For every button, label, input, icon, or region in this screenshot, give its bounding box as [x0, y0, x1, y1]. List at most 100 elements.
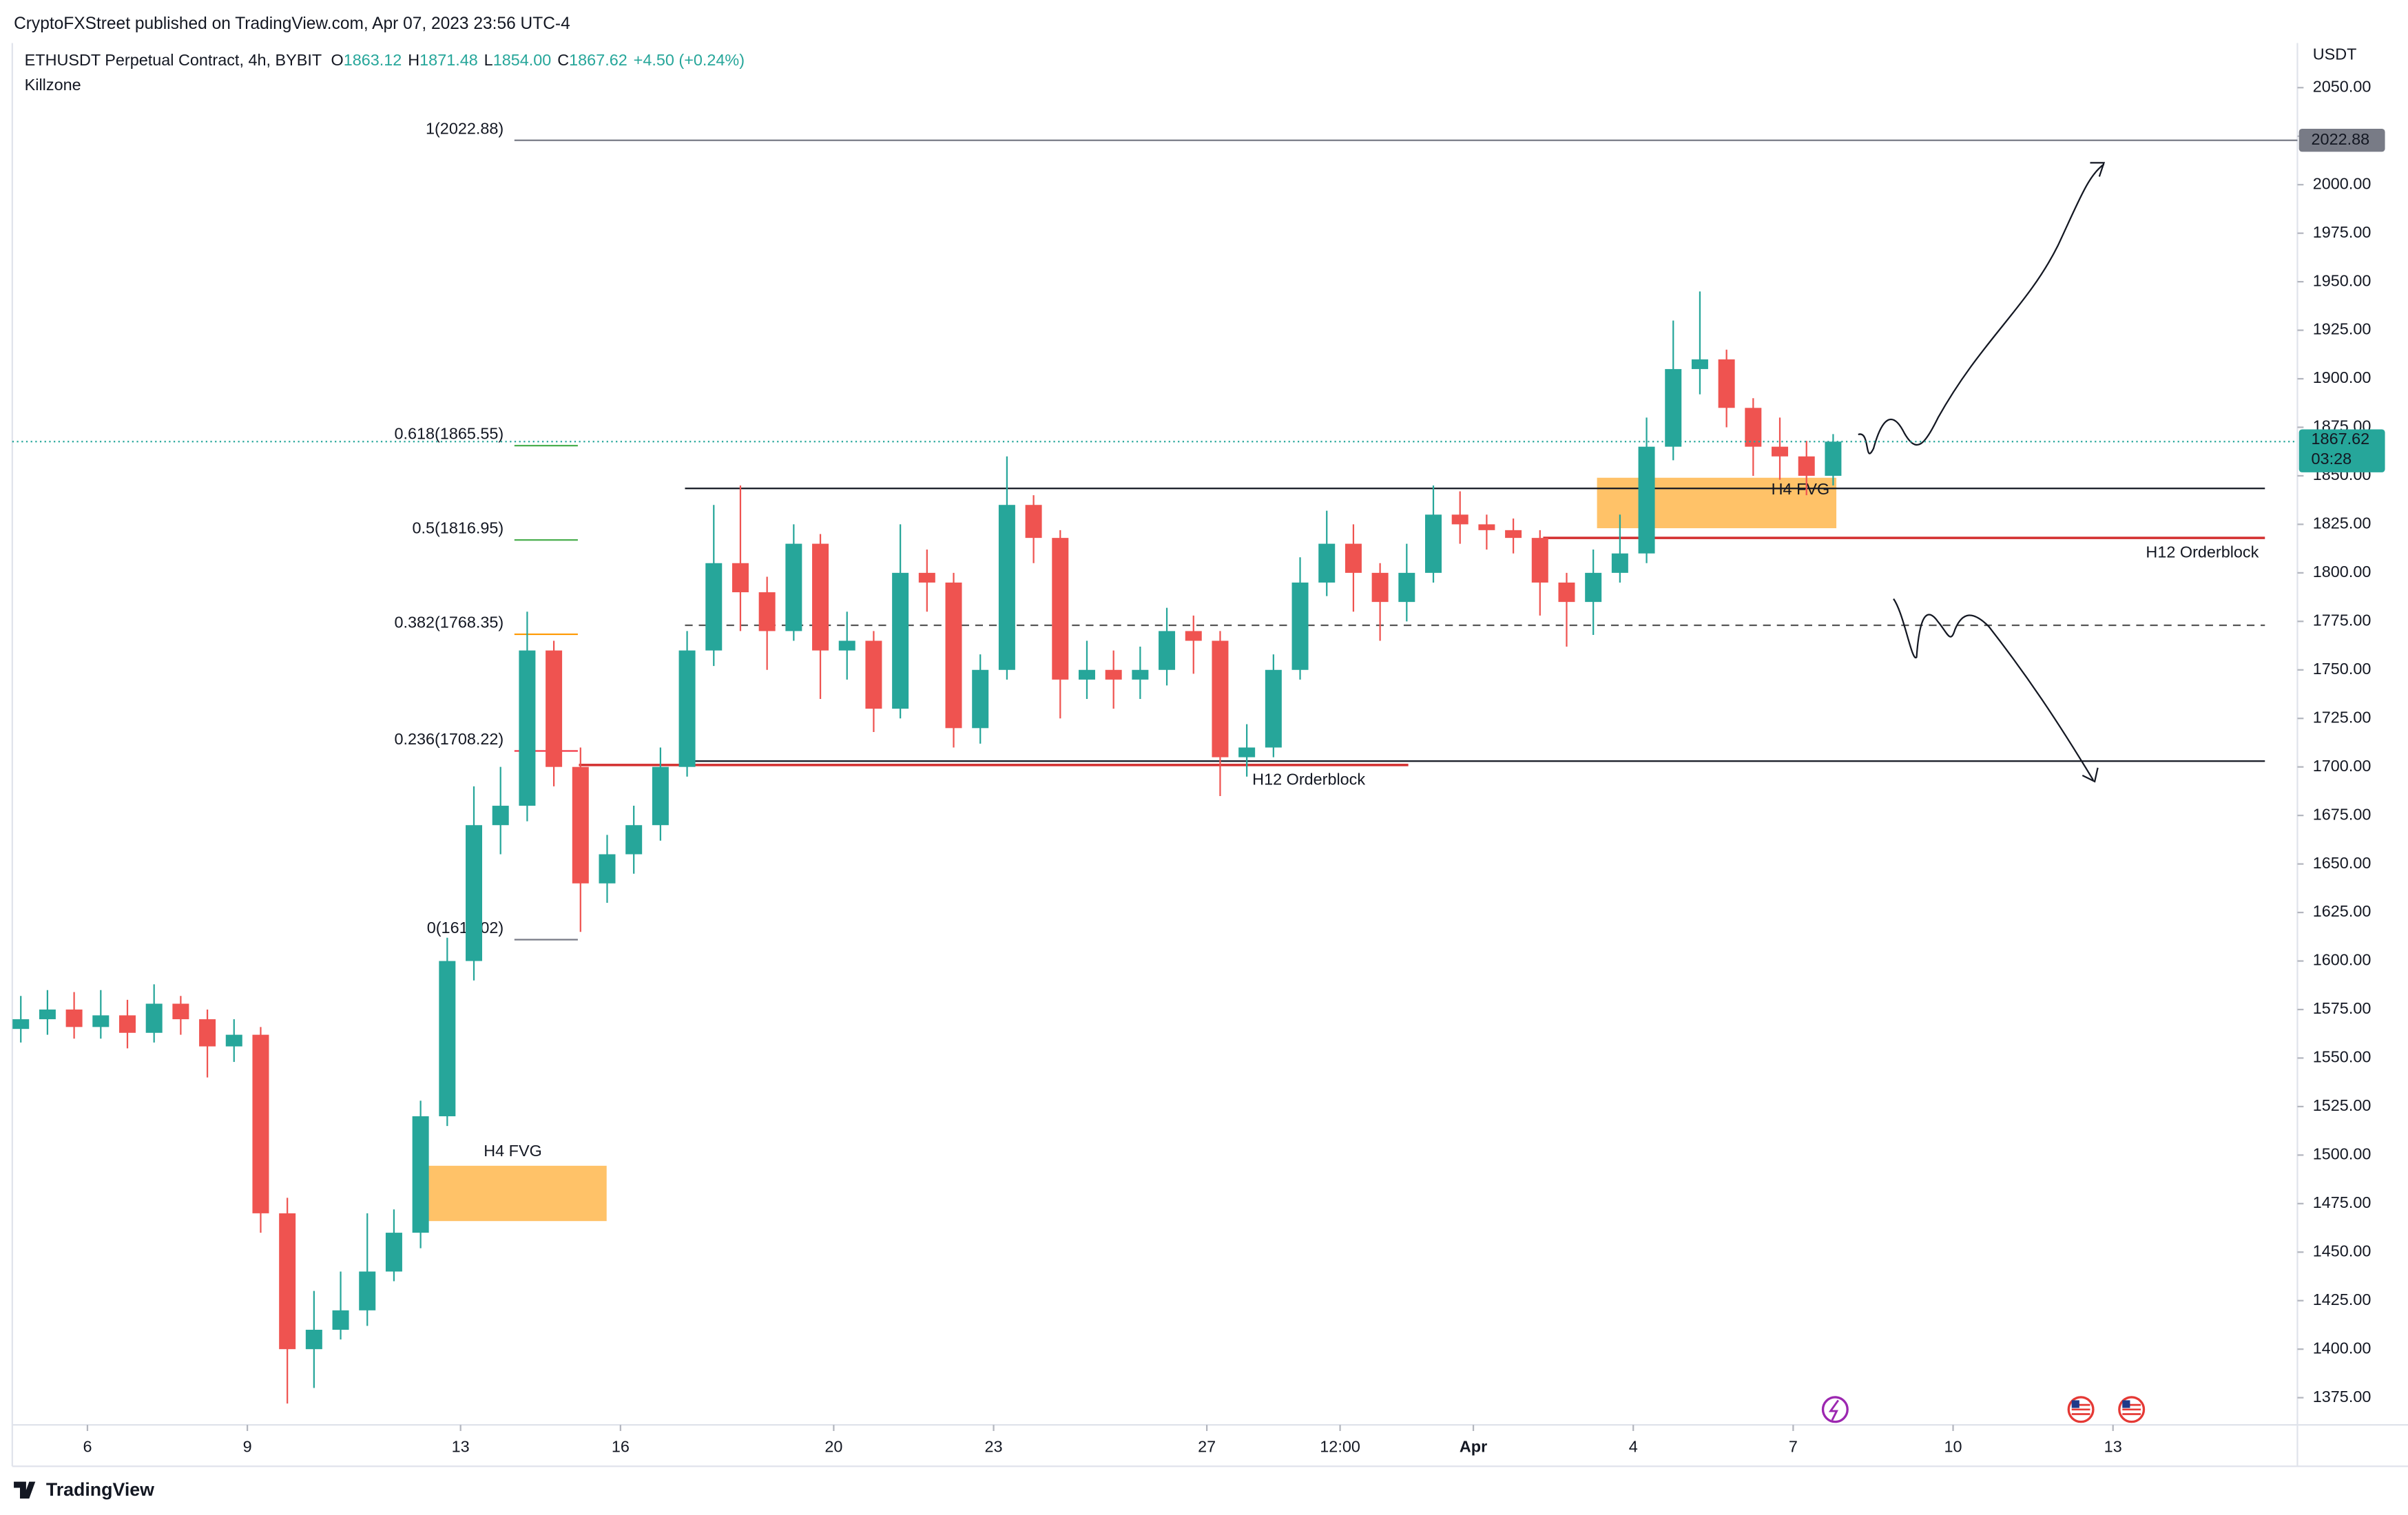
fib-label: 0.5(1816.95)	[412, 519, 504, 537]
candle-body	[305, 1329, 322, 1350]
event-icon[interactable]	[1821, 1396, 1849, 1423]
x-tick-label: 10	[1944, 1438, 1962, 1456]
candle-body	[1025, 505, 1042, 539]
candle-body	[1185, 631, 1202, 641]
x-tick-label: 27	[1198, 1438, 1216, 1456]
drawn-arrow-down	[1893, 598, 2094, 781]
candle-body	[1665, 368, 1682, 447]
brand-logo	[14, 1481, 36, 1499]
candle-body	[1291, 582, 1309, 670]
drawn-arrow-up	[1858, 163, 2105, 454]
candle-body	[1105, 669, 1122, 680]
candle-body	[1078, 669, 1095, 680]
candle-body	[172, 1003, 189, 1020]
fvg-label: H4 FVG	[484, 1142, 542, 1160]
candle-body	[972, 669, 989, 729]
candle-body	[1585, 572, 1602, 603]
y-tick-label: 1675.00	[2313, 805, 2371, 823]
x-tick-label: 16	[612, 1438, 630, 1456]
fib-label: 0.236(1708.22)	[394, 730, 504, 748]
candle-body	[1371, 572, 1389, 603]
y-tick-label: 1725.00	[2313, 708, 2371, 726]
fvg-zone	[1597, 477, 1837, 529]
candle-body	[519, 650, 536, 806]
candle-body	[918, 572, 935, 583]
last-price-value: 1867.62	[2312, 430, 2370, 448]
ohlc-key: O	[331, 51, 344, 69]
y-tick-label: 1750.00	[2313, 660, 2371, 678]
candle-body	[1505, 530, 1522, 539]
candle-body	[119, 1015, 136, 1033]
y-tick-label: 1700.00	[2313, 757, 2371, 775]
candle-body	[678, 650, 696, 767]
candle-body	[572, 766, 589, 884]
fib-label: 0(1611.02)	[427, 919, 504, 937]
y-tick-label: 1925.00	[2313, 320, 2371, 338]
ohlc-key: L	[484, 51, 493, 69]
y-tick-label: 1900.00	[2313, 368, 2371, 386]
countdown: 03:28	[2312, 450, 2352, 468]
candle-body	[1425, 514, 1442, 573]
candle-body	[1238, 747, 1256, 758]
candle-body	[652, 766, 669, 826]
candle-body	[1318, 543, 1336, 583]
y-tick-label: 1375.00	[2313, 1388, 2371, 1406]
candle-body	[865, 640, 882, 709]
orderblock-label: H12 Orderblock	[2146, 543, 2259, 561]
candle-body	[1451, 514, 1468, 525]
ohlc-key: H	[408, 51, 419, 69]
candle-body	[1212, 640, 1229, 758]
candle-body	[12, 1019, 30, 1030]
candle-body	[1159, 631, 1176, 670]
candle-body	[731, 563, 749, 593]
candle-body	[1718, 359, 1735, 408]
x-tick-label: 13	[452, 1438, 470, 1456]
published-line: CryptoFXStreet published on TradingView.…	[14, 14, 570, 33]
y-tick-label: 1650.00	[2313, 854, 2371, 872]
candle-body	[625, 825, 643, 855]
arrow-head	[2090, 162, 2106, 177]
y-tick-label: 1975.00	[2313, 223, 2371, 241]
fib-price-tag	[2298, 128, 2385, 152]
candle-body	[785, 543, 802, 631]
y-tick-label: 1625.00	[2313, 902, 2371, 920]
x-tick-label: 9	[243, 1438, 252, 1456]
candle-body	[1265, 669, 1282, 748]
fib-label: 0.382(1768.35)	[394, 614, 504, 631]
candle-body	[1638, 446, 1655, 554]
y-tick-label: 2000.00	[2313, 174, 2371, 192]
ohlc-value: 1854.00	[493, 51, 552, 69]
candle-body	[1398, 572, 1415, 603]
candle-body	[1611, 553, 1628, 573]
candle-body	[1825, 441, 1842, 476]
y-tick-label: 1800.00	[2313, 563, 2371, 581]
y-tick-label: 1475.00	[2313, 1193, 2371, 1211]
candle-body	[838, 640, 855, 651]
candle-body	[199, 1019, 216, 1047]
candle-body	[892, 572, 909, 709]
x-tick-label: 12:00	[1320, 1438, 1360, 1456]
y-tick-label: 1400.00	[2313, 1339, 2371, 1357]
candle-body	[359, 1271, 376, 1310]
event-icon[interactable]	[2118, 1396, 2146, 1423]
candle-body	[1052, 538, 1069, 680]
y-tick-label: 2050.00	[2313, 77, 2371, 95]
candle-body	[998, 505, 1015, 670]
candle-body	[385, 1233, 402, 1272]
y-tick-label: 1525.00	[2313, 1096, 2371, 1114]
x-tick-label: 7	[1789, 1438, 1798, 1456]
indicator-name: Killzone	[25, 76, 81, 94]
x-tick-label: 23	[985, 1438, 1003, 1456]
fib-label: 1(2022.88)	[426, 119, 504, 137]
x-tick-label: 6	[83, 1438, 92, 1456]
symbol: ETHUSDT Perpetual Contract, 4h, BYBIT	[25, 51, 322, 69]
y-tick-label: 1950.00	[2313, 271, 2371, 289]
legend: ETHUSDT Perpetual Contract, 4h, BYBIT O 18…	[25, 51, 745, 69]
event-icon[interactable]	[2067, 1396, 2095, 1423]
fib-price-value: 2022.88	[2312, 130, 2370, 148]
candle-body	[492, 806, 509, 826]
candle-body	[252, 1034, 269, 1213]
candle-body	[39, 1009, 56, 1020]
x-tick-label: 13	[2104, 1438, 2122, 1456]
candle-body	[1745, 408, 1762, 447]
